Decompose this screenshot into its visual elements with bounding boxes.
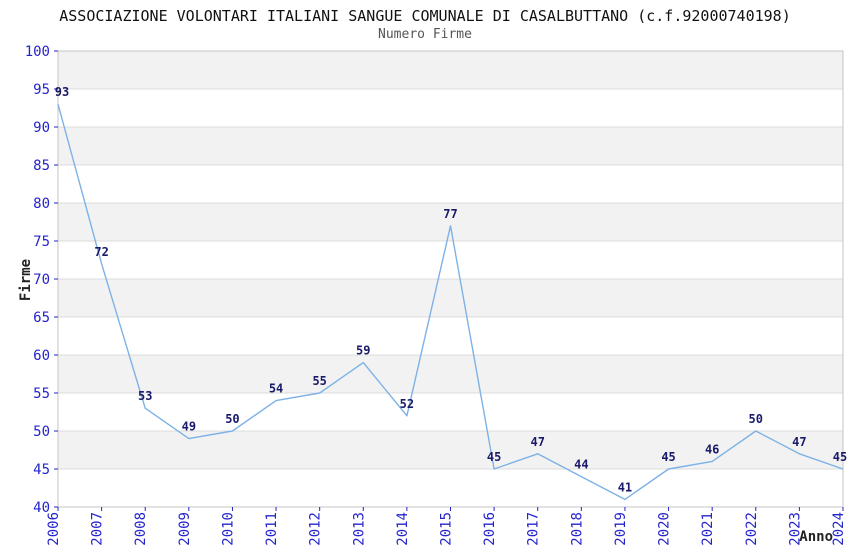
y-tick-label: 65 [33, 310, 50, 326]
plot-band [58, 203, 843, 241]
y-tick-label: 80 [33, 196, 50, 212]
x-tick-label: 2013 [351, 512, 367, 546]
y-tick-label: 75 [33, 234, 50, 250]
x-tick-label: 2009 [177, 512, 193, 546]
value-label: 47 [792, 435, 806, 449]
x-tick-label: 2007 [90, 512, 106, 546]
value-label: 50 [749, 412, 763, 426]
x-tick-label: 2006 [46, 512, 62, 546]
plot-band [58, 127, 843, 165]
y-tick-label: 55 [33, 386, 50, 402]
value-label: 53 [138, 389, 152, 403]
value-label: 41 [618, 480, 632, 494]
y-tick-label: 40 [33, 500, 50, 516]
value-label: 45 [487, 450, 501, 464]
value-label: 47 [530, 435, 544, 449]
y-tick-label: 95 [33, 82, 50, 98]
y-tick-label: 45 [33, 462, 50, 478]
x-tick-label: 2015 [439, 512, 455, 546]
value-label: 77 [443, 207, 457, 221]
value-label: 45 [661, 450, 675, 464]
chart-subtitle: Numero Firme [378, 27, 472, 42]
x-tick-label: 2008 [133, 512, 149, 546]
x-tick-label: 2024 [831, 512, 847, 546]
line-series [57, 104, 844, 501]
x-tick-label: 2023 [787, 512, 803, 546]
x-tick-label: 2014 [395, 512, 411, 546]
value-label: 45 [833, 450, 847, 464]
x-tick-label: 2011 [264, 512, 280, 546]
page-title: ASSOCIAZIONE VOLONTARI ITALIANI SANGUE C… [59, 7, 791, 25]
value-label: 72 [94, 245, 108, 259]
x-tick-label: 2016 [482, 512, 498, 546]
value-label: 49 [182, 420, 196, 434]
value-label: 55 [312, 374, 326, 388]
x-tick-label: 2012 [308, 512, 324, 546]
x-tick-label: 2022 [744, 512, 760, 546]
value-label: 54 [269, 382, 283, 396]
y-axis-title: Firme [18, 259, 34, 301]
value-label: 46 [705, 442, 719, 456]
plot-band [58, 51, 843, 89]
y-tick-label: 100 [25, 44, 50, 60]
x-tick-label: 2021 [700, 512, 716, 546]
value-label: 50 [225, 412, 239, 426]
x-tick-label: 2018 [569, 512, 585, 546]
plot-band [58, 355, 843, 393]
value-label: 59 [356, 344, 370, 358]
x-tick-label: 2010 [220, 512, 236, 546]
plot-band [58, 431, 843, 469]
y-tick-label: 70 [33, 272, 50, 288]
y-tick-label: 50 [33, 424, 50, 440]
x-tick-label: 2019 [613, 512, 629, 546]
value-label: 93 [55, 85, 69, 99]
y-tick-label: 85 [33, 158, 50, 174]
plot-band [58, 279, 843, 317]
x-tick-label: 2017 [526, 512, 542, 546]
y-tick-label: 60 [33, 348, 50, 364]
y-tick-label: 90 [33, 120, 50, 136]
x-tick-label: 2020 [657, 512, 673, 546]
value-label: 44 [574, 458, 588, 472]
value-label: 52 [400, 397, 414, 411]
x-axis-title: Anno [799, 529, 833, 545]
